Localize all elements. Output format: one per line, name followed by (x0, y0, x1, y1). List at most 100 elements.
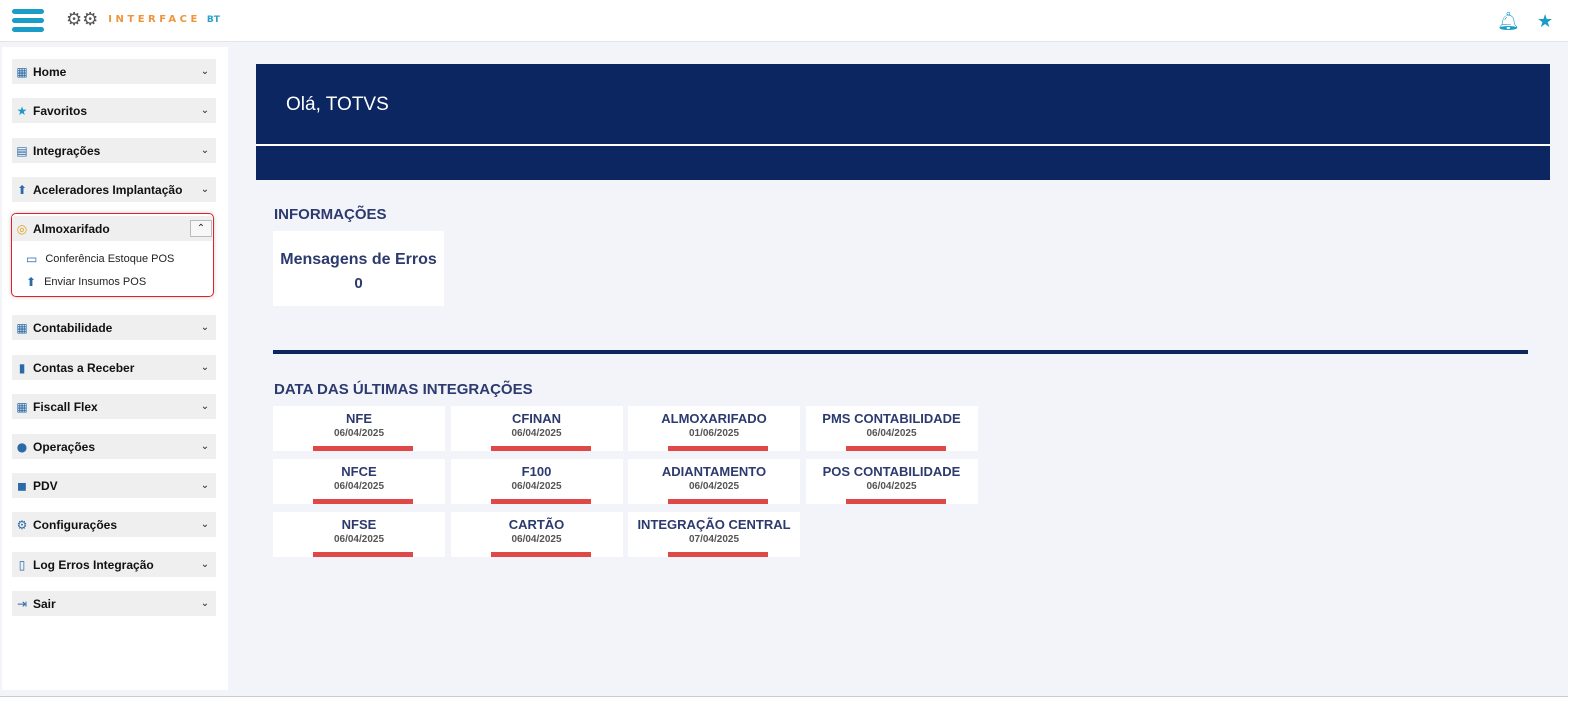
chevron-down-icon[interactable]: ⌄ (200, 598, 210, 609)
integration-name: ADIANTAMENTO (661, 464, 767, 479)
sidebar-item-favoritos[interactable]: ★ Favoritos ⌄ (12, 98, 216, 123)
table-icon: ▤ (16, 143, 28, 158)
sidebar-item-label: Fiscall Flex (33, 399, 98, 414)
integration-name: CARTÃO (508, 517, 565, 532)
integration-name: CFINAN (511, 411, 562, 426)
chevron-down-icon[interactable]: ⌄ (200, 184, 210, 195)
chevron-down-icon[interactable]: ⌄ (200, 105, 210, 116)
integration-tile[interactable]: NFSE 06/04/2025 (273, 512, 445, 557)
chevron-down-icon[interactable]: ⌄ (200, 66, 210, 77)
info-title: INFORMAÇÕES (274, 206, 387, 223)
gears-icon: ⚙⚙ (66, 9, 99, 30)
sidebar-item-contas-a-receber[interactable]: ▮ Contas a Receber ⌄ (12, 355, 216, 380)
sidebar-item-sair[interactable]: ⇥ Sair ⌄ (12, 591, 216, 616)
status-bar (490, 552, 591, 557)
chevron-up-icon[interactable]: ⌃ (190, 220, 212, 237)
sidebar: ▦ Home ⌄ ★ Favoritos ⌄ ▤ Integrações ⌄ ⬆ Acelerado… (2, 47, 228, 690)
chevron-down-icon[interactable]: ⌄ (200, 441, 210, 452)
integration-date: 06/04/2025 (511, 481, 562, 492)
status-bar (490, 499, 591, 504)
chevron-down-icon[interactable]: ⌄ (200, 145, 210, 156)
sidebar-item-label: Sair (33, 596, 56, 611)
sidebar-item-aceleradores-implanta-o[interactable]: ⬆ Aceleradores Implantação ⌄ (12, 177, 216, 202)
logo: ⚙⚙ INTERFACE BT (66, 9, 220, 30)
submenu-item[interactable]: ▭ Conferência Estoque POS (26, 252, 174, 266)
welcome-banner: Olá, TOTVS (256, 64, 1550, 180)
chevron-down-icon[interactable]: ⌄ (200, 559, 210, 570)
integration-tile[interactable]: NFE 06/04/2025 (273, 406, 445, 451)
book-icon: ▮ (18, 360, 26, 375)
sidebar-item-home[interactable]: ▦ Home ⌄ (12, 59, 216, 84)
user-gear-icon: ● (16, 439, 28, 454)
integration-date: 01/06/2025 (688, 428, 740, 439)
integration-date: 06/04/2025 (688, 481, 740, 492)
integration-date: 06/04/2025 (511, 534, 562, 545)
greeting: Olá, TOTVS (286, 94, 389, 115)
sidebar-item-label: Home (33, 64, 67, 79)
integration-tile[interactable]: ALMOXARIFADO 01/06/2025 (628, 406, 800, 451)
sidebar-item-fiscall-flex[interactable]: ▦ Fiscall Flex ⌄ (12, 394, 216, 419)
bag-icon: ◼ (17, 478, 27, 493)
chevron-down-icon[interactable]: ⌄ (200, 401, 210, 412)
sidebar-item-label: Favoritos (33, 103, 88, 118)
chevron-down-icon[interactable]: ⌄ (200, 362, 210, 373)
status-bar (668, 499, 768, 504)
sidebar-item-label: Aceleradores Implantação (33, 182, 183, 197)
integration-date: 06/04/2025 (866, 428, 917, 439)
submenu-label: Enviar Insumos POS (44, 276, 147, 288)
integration-name: F100 (521, 464, 552, 479)
status-bar (668, 552, 768, 557)
status-bar (845, 446, 946, 451)
sidebar-item-log-erros-integra-o[interactable]: ▯ Log Erros Integração ⌄ (12, 552, 216, 577)
integration-name: INTEGRAÇÃO CENTRAL (637, 517, 791, 532)
integration-name: POS CONTABILIDADE (822, 464, 961, 479)
submenu-label: Conferência Estoque POS (45, 253, 175, 265)
sidebar-item-label: Operações (33, 439, 96, 454)
integration-tile[interactable]: CFINAN 06/04/2025 (450, 406, 623, 451)
integration-tile[interactable]: PMS CONTABILIDADE 06/04/2025 (805, 406, 978, 451)
status-bar (490, 446, 591, 451)
sidebar-item-almoxarifado[interactable]: ◎ Almoxarifado ⌃ (12, 216, 212, 241)
status-bar (845, 499, 946, 504)
calendar-icon: ▦ (16, 320, 28, 335)
scrollbar[interactable] (1568, 0, 1590, 708)
integration-tile[interactable]: INTEGRAÇÃO CENTRAL 07/04/2025 (628, 512, 800, 557)
integration-date: 07/04/2025 (688, 534, 740, 545)
sidebar-item-configura-es[interactable]: ⚙ Configurações ⌄ (12, 512, 216, 537)
integrations-title: DATA DAS ÚLTIMAS INTEGRAÇÕES (274, 381, 533, 398)
sidebar-item-opera-es[interactable]: ● Operações ⌄ (12, 434, 216, 459)
sidebar-item-pdv[interactable]: ◼ PDV ⌄ (12, 473, 216, 498)
chevron-down-icon[interactable]: ⌄ (200, 322, 210, 333)
chevron-down-icon[interactable]: ⌄ (200, 519, 210, 530)
integration-tile[interactable]: CARTÃO 06/04/2025 (450, 512, 623, 557)
building-icon: ▦ (16, 64, 28, 79)
integration-tile[interactable]: NFCE 06/04/2025 (273, 459, 445, 504)
integration-tile[interactable]: POS CONTABILIDADE 06/04/2025 (805, 459, 978, 504)
error-messages-card[interactable]: Mensagens de Erros 0 (273, 231, 444, 306)
integration-date: 06/04/2025 (333, 534, 385, 545)
arrow-up-circle-icon: ⬆ (26, 275, 37, 289)
status-bar (313, 499, 413, 504)
section-divider (273, 350, 1528, 354)
exit-icon: ⇥ (16, 596, 28, 611)
chevron-down-icon[interactable]: ⌄ (200, 480, 210, 491)
star-icon[interactable]: ★ (1537, 11, 1554, 32)
sidebar-item-contabilidade[interactable]: ▦ Contabilidade ⌄ (12, 315, 216, 340)
status-bar (668, 446, 768, 451)
document-icon: ▯ (18, 557, 26, 572)
status-bar (313, 446, 413, 451)
sidebar-item-integra-es[interactable]: ▤ Integrações ⌄ (12, 138, 216, 163)
bell-icon[interactable]: 🔔︎ (1497, 11, 1520, 32)
sidebar-item-label: PDV (33, 478, 58, 493)
integration-date: 06/04/2025 (333, 481, 385, 492)
card-value: 0 (354, 275, 363, 292)
almoxarifado-section: ◎ Almoxarifado ⌃ ▭ Conferência Estoque POS ⬆ E… (11, 213, 214, 297)
submenu-item[interactable]: ⬆ Enviar Insumos POS (26, 275, 146, 289)
integration-tile[interactable]: ADIANTAMENTO 06/04/2025 (628, 459, 800, 504)
integration-tile[interactable]: F100 06/04/2025 (450, 459, 623, 504)
banner-divider (256, 144, 1550, 146)
menu-icon[interactable] (12, 9, 44, 33)
bottom-bar (0, 696, 1568, 708)
sidebar-item-label: Integrações (33, 143, 101, 158)
integration-name: PMS CONTABILIDADE (822, 411, 961, 426)
